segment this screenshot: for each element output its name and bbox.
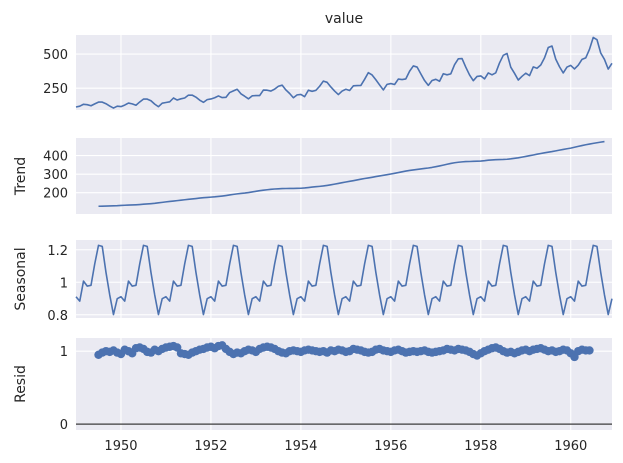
- seasonal-y-tick-label: 1.2: [47, 244, 68, 259]
- resid-y-axis-label: Resid: [13, 365, 29, 403]
- trend-y-tick-label: 200: [43, 187, 68, 202]
- resid-point: [585, 346, 594, 355]
- resid-y-tick-label: 1: [60, 345, 68, 360]
- value-title: value: [325, 11, 363, 27]
- seasonal-plot-area: [76, 240, 612, 318]
- trend-y-tick-label: 300: [43, 168, 68, 183]
- x-tick-label: 1950: [104, 439, 137, 454]
- value-y-tick-label: 250: [43, 82, 68, 97]
- resid-y-tick-label: 0: [60, 418, 68, 433]
- seasonal-series-line: [75, 244, 613, 316]
- x-tick-label: 1952: [194, 439, 227, 454]
- trend-panel: 200 300 400 Trend: [13, 138, 612, 214]
- x-tick-label: 1956: [374, 439, 407, 454]
- x-tick-label: 1960: [554, 439, 587, 454]
- value-series-line: [75, 36, 613, 109]
- seasonal-y-axis-label: Seasonal: [13, 247, 29, 310]
- value-y-tick-label: 500: [43, 48, 68, 63]
- x-tick-label: 1958: [464, 439, 497, 454]
- x-tick-label: 1954: [284, 439, 317, 454]
- seasonal-y-tick-label: 1: [60, 276, 68, 291]
- trend-y-tick-label: 400: [43, 150, 68, 165]
- resid-panel: 0 1 Resid 1950 1952 1954 1956 1958 1960: [13, 338, 612, 454]
- value-plot-area: [76, 35, 612, 110]
- value-panel: 250 500 value: [43, 11, 613, 110]
- trend-y-axis-label: Trend: [13, 157, 29, 196]
- seasonal-panel: 0.8 1 1.2 Seasonal: [13, 240, 613, 324]
- trend-series-line: [98, 140, 605, 208]
- seasonal-y-tick-label: 0.8: [47, 309, 68, 324]
